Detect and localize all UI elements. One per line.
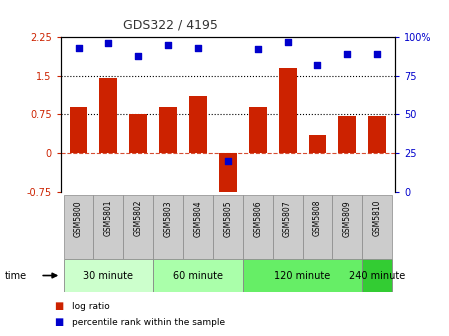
- Bar: [213, 195, 243, 259]
- Bar: [362, 259, 392, 292]
- Text: 240 minute: 240 minute: [349, 270, 405, 281]
- Bar: [93, 195, 123, 259]
- Bar: [70, 107, 88, 153]
- Text: GSM5808: GSM5808: [313, 200, 322, 237]
- Bar: [153, 259, 243, 292]
- Text: ■: ■: [54, 301, 63, 311]
- Text: GSM5805: GSM5805: [223, 200, 233, 237]
- Point: [105, 40, 112, 46]
- Text: GSM5806: GSM5806: [253, 200, 262, 237]
- Text: GSM5809: GSM5809: [343, 200, 352, 237]
- Text: time: time: [4, 270, 26, 281]
- Bar: [249, 107, 267, 153]
- Point: [224, 158, 232, 163]
- Text: 60 minute: 60 minute: [173, 270, 223, 281]
- Text: GSM5807: GSM5807: [283, 200, 292, 237]
- Text: GSM5801: GSM5801: [104, 200, 113, 237]
- Bar: [99, 78, 117, 153]
- Point: [374, 51, 381, 57]
- Bar: [153, 195, 183, 259]
- Bar: [362, 195, 392, 259]
- Bar: [64, 195, 93, 259]
- Point: [75, 45, 82, 50]
- Bar: [303, 195, 332, 259]
- Bar: [129, 114, 147, 153]
- Text: GSM5804: GSM5804: [194, 200, 202, 237]
- Point: [135, 53, 142, 58]
- Point: [194, 45, 202, 50]
- Bar: [243, 195, 273, 259]
- Text: percentile rank within the sample: percentile rank within the sample: [72, 318, 225, 327]
- Text: GSM5803: GSM5803: [163, 200, 172, 237]
- Text: 30 minute: 30 minute: [84, 270, 133, 281]
- Point: [254, 47, 261, 52]
- Bar: [189, 96, 207, 153]
- Bar: [159, 107, 177, 153]
- Text: GSM5800: GSM5800: [74, 200, 83, 237]
- Text: GSM5810: GSM5810: [373, 200, 382, 237]
- Bar: [64, 259, 153, 292]
- Bar: [123, 195, 153, 259]
- Point: [284, 39, 291, 44]
- Bar: [368, 116, 386, 153]
- Text: ■: ■: [54, 317, 63, 327]
- Point: [344, 51, 351, 57]
- Bar: [183, 195, 213, 259]
- Text: GDS322 / 4195: GDS322 / 4195: [123, 19, 218, 32]
- Bar: [273, 195, 303, 259]
- Bar: [332, 195, 362, 259]
- Text: GSM5802: GSM5802: [134, 200, 143, 237]
- Text: log ratio: log ratio: [72, 301, 110, 310]
- Bar: [308, 135, 326, 153]
- Bar: [279, 68, 296, 153]
- Bar: [339, 116, 357, 153]
- Bar: [243, 259, 362, 292]
- Point: [314, 62, 321, 68]
- Text: 120 minute: 120 minute: [274, 270, 330, 281]
- Bar: [219, 153, 237, 197]
- Point: [164, 42, 172, 47]
